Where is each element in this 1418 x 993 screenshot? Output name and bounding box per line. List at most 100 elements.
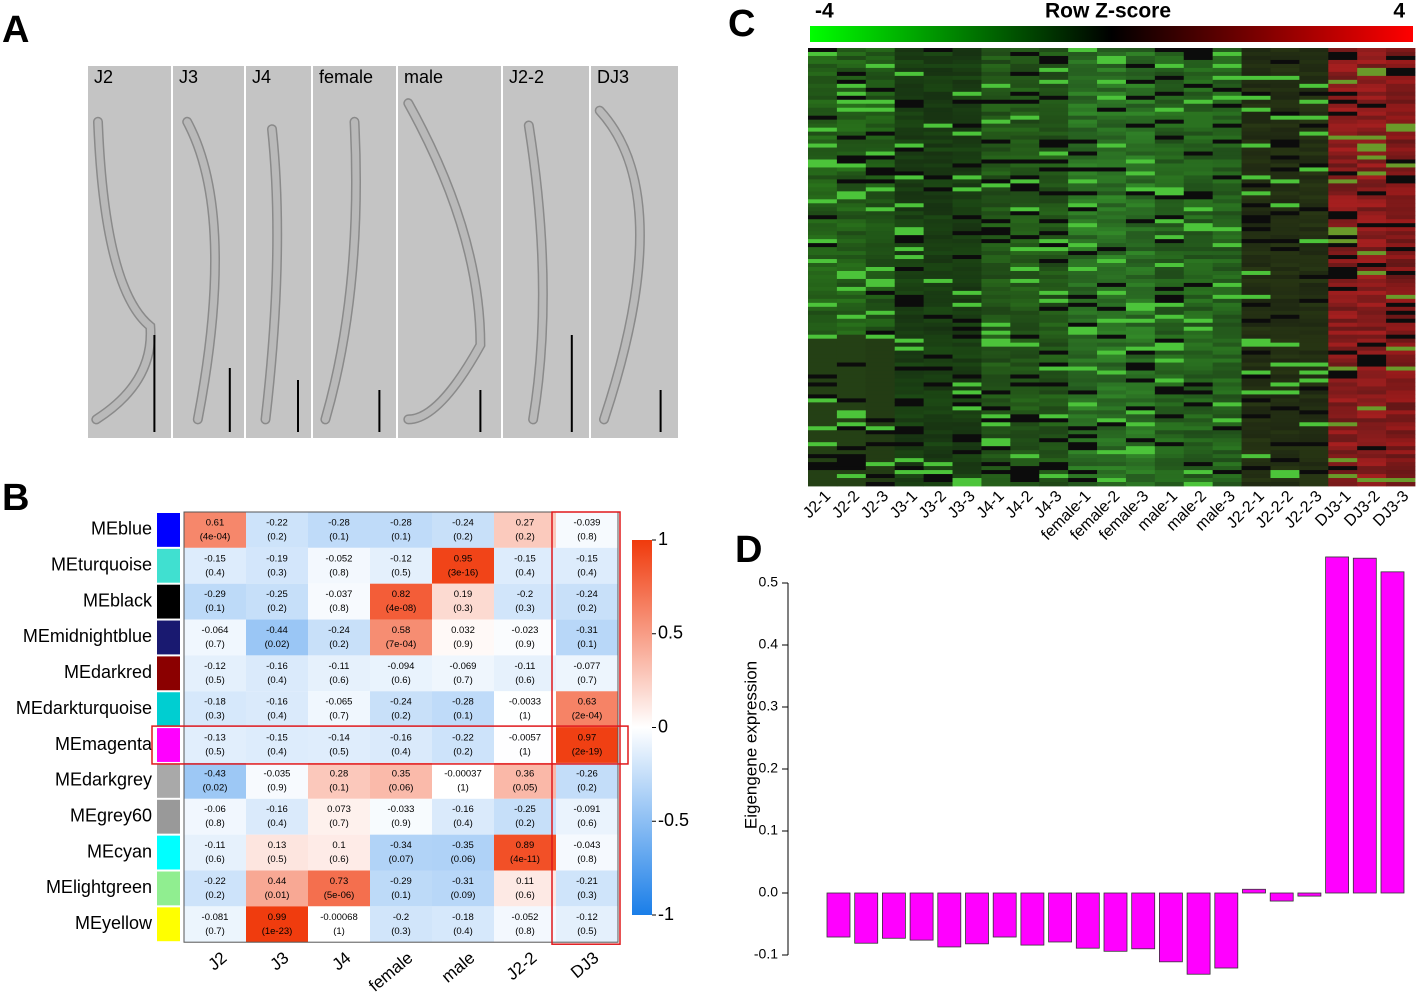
heatmap-texture <box>808 79 838 85</box>
heatmap-texture <box>923 223 953 228</box>
heatmap-texture <box>865 239 896 244</box>
heatmap-texture <box>1386 414 1416 419</box>
heatmap-texture <box>952 239 982 244</box>
heatmap-texture <box>894 115 925 121</box>
heatmap-texture <box>1241 83 1271 89</box>
heatmap-texture <box>981 123 1011 129</box>
heatmap-texture <box>808 155 838 160</box>
cell-p-value: (0.3) <box>205 711 225 722</box>
heatmap-texture <box>1097 59 1127 65</box>
heatmap-texture <box>1183 163 1214 168</box>
heatmap-texture <box>1386 362 1416 367</box>
cell-value: -0.25 <box>514 804 536 815</box>
heatmap-texture <box>1183 386 1214 391</box>
heatmap-texture <box>1357 251 1387 256</box>
heatmap-texture <box>1212 442 1242 447</box>
heatmap-texture <box>808 438 838 443</box>
heatmap-texture <box>894 199 925 204</box>
heatmap-texture <box>836 259 867 264</box>
heatmap-texture <box>1270 298 1300 304</box>
heatmap-texture <box>1270 235 1300 240</box>
heatmap-texture <box>1357 163 1387 168</box>
heatmap-texture <box>1154 298 1185 304</box>
heatmap-texture <box>1125 402 1156 407</box>
heatmap-texture <box>1241 482 1271 487</box>
heatmap-texture <box>1039 318 1069 324</box>
heatmap-texture <box>894 454 925 459</box>
cell-value: 0.99 <box>268 912 287 923</box>
heatmap-texture <box>1386 139 1416 144</box>
heatmap-texture <box>1241 91 1271 97</box>
heatmap-texture <box>1125 466 1156 471</box>
heatmap-texture <box>1328 115 1358 121</box>
heatmap-texture <box>865 286 896 292</box>
heatmap-texture <box>1357 259 1387 264</box>
heatmap-cell <box>432 512 494 548</box>
heatmap-texture <box>1270 314 1300 320</box>
heatmap-texture <box>981 478 1011 483</box>
heatmap-texture <box>1154 414 1185 419</box>
heatmap-texture <box>1154 79 1185 85</box>
heatmap-texture <box>1241 51 1271 57</box>
cell-p-value: (0.6) <box>329 854 349 865</box>
heatmap-cell <box>432 727 494 763</box>
heatmap-texture <box>1212 75 1242 81</box>
heatmap-texture <box>1010 115 1040 121</box>
cell-value: -0.091 <box>574 804 601 815</box>
heatmap-texture <box>808 251 838 256</box>
heatmap-texture <box>1183 430 1214 435</box>
heatmap-cell <box>308 583 370 620</box>
heatmap-texture <box>1241 207 1271 212</box>
heatmap-texture <box>1299 302 1329 308</box>
heatmap-texture <box>1183 474 1214 479</box>
heatmap-texture <box>923 410 953 415</box>
heatmap-cell <box>556 834 618 871</box>
heatmap-texture <box>981 151 1011 156</box>
heatmap-texture <box>1386 119 1416 125</box>
heatmap-texture <box>1097 147 1127 152</box>
heatmap-texture <box>894 239 925 244</box>
heatmap-texture <box>1212 294 1242 300</box>
row-label: MEmidnightblue <box>23 626 152 646</box>
heatmap-cell <box>308 798 370 835</box>
heatmap-texture <box>894 466 925 471</box>
bar <box>1297 892 1322 897</box>
heatmap-texture <box>1154 398 1185 403</box>
cell-value: 0.11 <box>516 876 534 887</box>
heatmap-texture <box>865 175 896 180</box>
heatmap-texture <box>1068 386 1098 391</box>
heatmap-texture <box>1125 414 1156 419</box>
heatmap-texture <box>894 450 925 455</box>
bar <box>1325 556 1349 894</box>
heatmap-texture <box>836 442 867 447</box>
heatmap-texture <box>1125 67 1156 73</box>
heatmap-texture <box>1154 306 1185 312</box>
heatmap-texture <box>1270 294 1300 300</box>
heatmap-texture <box>808 55 838 61</box>
heatmap-cell <box>246 512 308 548</box>
heatmap-texture <box>923 83 953 89</box>
heatmap-texture <box>1386 51 1416 57</box>
heatmap-texture <box>894 274 925 280</box>
heatmap-texture <box>894 159 925 164</box>
cell-value: -0.22 <box>204 876 226 887</box>
heatmap-texture <box>836 171 867 176</box>
heatmap-texture <box>1386 326 1416 332</box>
heatmap-cell <box>184 547 246 584</box>
heatmap-texture <box>923 478 953 483</box>
heatmap-texture <box>1328 255 1358 260</box>
heatmap-texture <box>1212 103 1242 109</box>
heatmap-texture <box>1154 462 1185 467</box>
heatmap-texture <box>1241 406 1271 411</box>
heatmap-texture <box>1241 199 1271 204</box>
heatmap-texture <box>1357 191 1387 196</box>
heatmap-texture <box>1212 119 1242 125</box>
heatmap-texture <box>808 59 838 65</box>
heatmap-texture <box>1010 207 1040 212</box>
heatmap-texture <box>1241 386 1271 391</box>
heatmap-texture <box>1357 167 1387 172</box>
heatmap-texture <box>923 350 953 355</box>
heatmap-texture <box>923 386 953 391</box>
heatmap-texture <box>1328 267 1358 272</box>
heatmap-texture <box>865 195 896 200</box>
